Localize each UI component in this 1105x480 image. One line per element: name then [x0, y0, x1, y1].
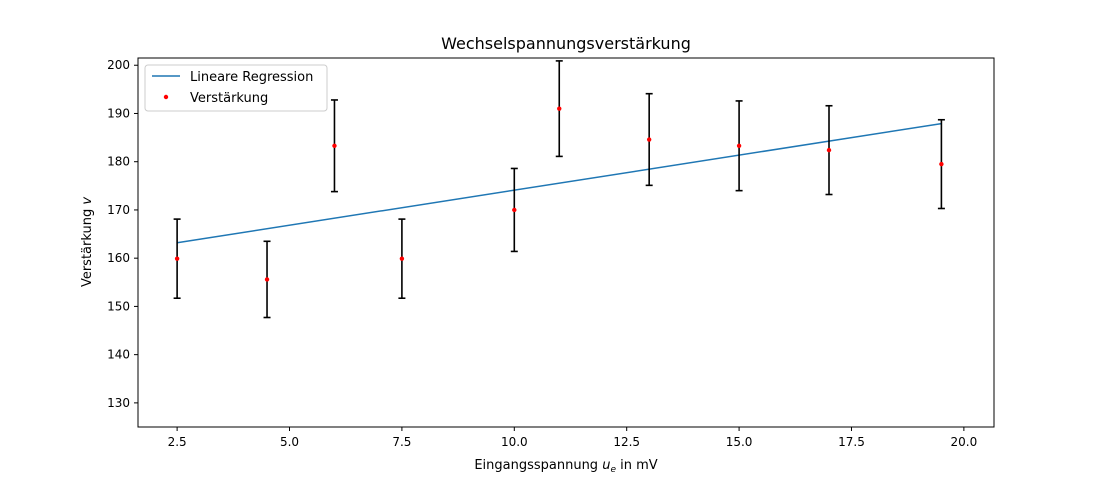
data-point-group	[555, 60, 563, 158]
data-point	[939, 161, 944, 167]
data-point-group	[263, 240, 271, 319]
y-tick-label: 160	[107, 251, 130, 265]
y-tick-label: 130	[107, 396, 130, 410]
data-point	[646, 137, 652, 142]
data-point-group	[510, 167, 518, 253]
y-tick-label: 140	[107, 348, 130, 362]
x-tick-label: 5.0	[280, 435, 299, 449]
data-point	[399, 256, 405, 261]
data-point	[264, 277, 270, 282]
chart-title: Wechselspannungsverstärkung	[441, 34, 691, 53]
x-tick-label: 12.5	[613, 435, 640, 449]
data-point	[332, 143, 337, 148]
y-axis-label: Verstärkung v	[80, 197, 95, 287]
x-axis-label-unit: in mV	[616, 458, 658, 473]
x-axis-label-subscript: e	[610, 465, 616, 475]
y-tick-label: 180	[107, 155, 130, 169]
x-tick-label: 2.5	[168, 435, 187, 449]
legend: Lineare Regression Verstärkung	[144, 64, 328, 112]
data-marks	[173, 60, 945, 319]
y-axis-label-symbol: v	[80, 197, 95, 205]
data-point-group	[825, 104, 833, 196]
data-point	[736, 143, 742, 148]
data-point-group	[398, 218, 406, 300]
x-axis-label: Eingangsspannung ue in mV	[474, 458, 657, 475]
y-tick-label: 190	[107, 106, 130, 120]
x-tick-label: 17.5	[838, 435, 865, 449]
data-point-group	[173, 218, 181, 300]
legend-marker-swatch	[163, 94, 169, 100]
legend-label-gain: Verstärkung	[190, 91, 268, 106]
plot-area	[138, 58, 994, 427]
plot-border	[137, 57, 995, 428]
x-tick-label: 7.5	[392, 435, 411, 449]
data-point	[512, 207, 517, 213]
y-tick-label: 200	[107, 58, 130, 72]
data-point	[557, 106, 562, 111]
data-point-group	[735, 100, 743, 192]
y-tick-label: 170	[107, 203, 130, 217]
regression-line	[176, 122, 942, 244]
x-axis: 2.5 5.0 7.5 10.0 12.5 15.0 17.5 20.0	[168, 427, 978, 449]
data-point-group	[937, 118, 945, 210]
x-tick-label: 10.0	[501, 435, 528, 449]
x-tick-label: 20.0	[951, 435, 978, 449]
y-axis-label-main: Verstärkung	[80, 205, 95, 287]
data-point-group	[330, 99, 338, 193]
y-axis: 130 140 150 160 170 180 190 200	[107, 58, 138, 410]
data-point-group	[645, 92, 653, 187]
x-axis-label-symbol: u	[602, 458, 610, 473]
data-point	[826, 147, 832, 153]
x-axis-label-main: Eingangsspannung	[474, 458, 602, 473]
x-tick-label: 15.0	[726, 435, 753, 449]
y-tick-label: 150	[107, 299, 130, 313]
data-point	[174, 256, 180, 261]
legend-label-regression: Lineare Regression	[190, 70, 313, 85]
legend-box	[144, 64, 328, 112]
